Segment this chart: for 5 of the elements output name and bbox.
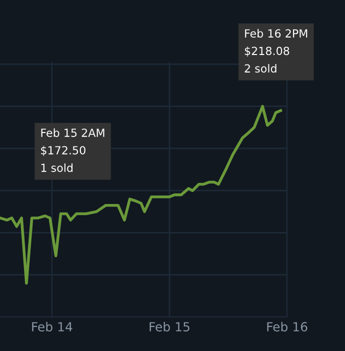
text: Feb 16 2PM $218.08 2 sold: [244, 29, 308, 73]
x-tick-label: Feb 15: [150, 322, 190, 332]
x-tick-label: Feb 16: [267, 322, 308, 332]
x-tick-label: Feb 14: [32, 322, 72, 332]
annotation: Feb 15 2AM $172.50 1 sold: [41, 128, 104, 172]
